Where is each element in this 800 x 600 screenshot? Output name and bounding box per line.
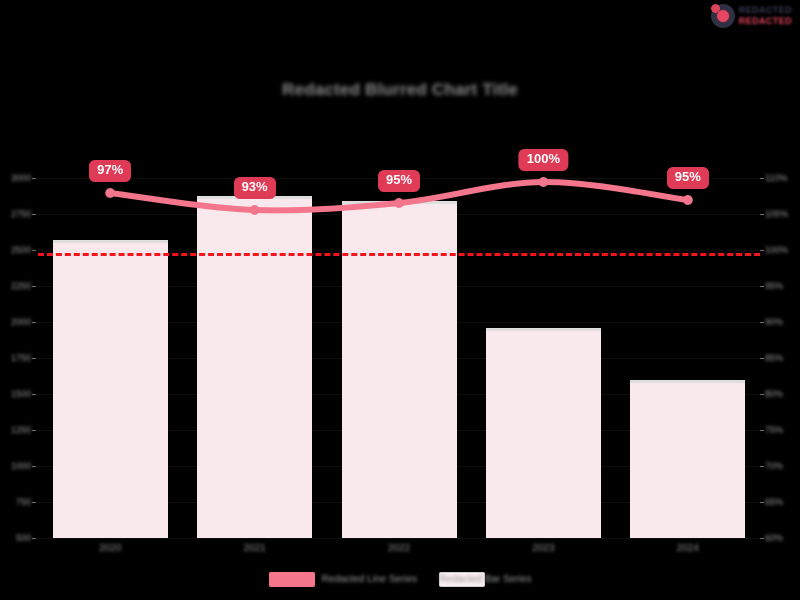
legend-item-0[interactable]: Redacted Line Series <box>268 572 418 587</box>
brand-logo-line1: REDACTED <box>738 5 792 15</box>
data-label-2022: 95% <box>377 170 421 192</box>
data-label-2021: 93% <box>233 177 276 199</box>
data-label-2020: 97% <box>89 160 132 182</box>
axis-tick-label: 65% <box>765 497 784 507</box>
bar-2022[interactable] <box>341 201 457 538</box>
axis-tick-label: 750 <box>15 497 31 507</box>
axis-tick-label: 70% <box>765 461 784 471</box>
axis-tick-label: 1500 <box>10 389 31 399</box>
bar-2020[interactable] <box>52 240 168 538</box>
axis-tick-label: 110% <box>765 173 788 183</box>
bar-2023[interactable] <box>485 328 601 538</box>
flower-circle-logo-icon <box>710 4 735 28</box>
legend-swatch-bar <box>439 572 486 587</box>
axis-tick-label: 90% <box>765 317 784 327</box>
bar-2021[interactable] <box>197 196 313 538</box>
axis-tick-label: 75% <box>765 425 784 435</box>
axis-tick-mark <box>760 394 764 395</box>
right-percent-axis: 110% 105% 100% 95% 90% 85% 80% 75% 70% 65% 60% <box>760 173 796 543</box>
axis-tick-label: 95% <box>765 281 784 291</box>
axis-tick-label: 85% <box>765 353 784 363</box>
x-axis-label-2024: 2024 <box>676 543 699 554</box>
axis-tick-mark <box>32 430 36 431</box>
x-axis-label-2021: 2021 <box>243 543 266 554</box>
axis-tick-mark <box>760 430 764 431</box>
legend-item-1[interactable]: Redacted Bar Series <box>439 572 532 587</box>
left-value-axis: 3000 2750 2500 2250 2000 1750 1500 1250 1000 750 5… <box>0 173 36 543</box>
axis-tick-mark <box>32 178 36 179</box>
axis-tick-mark <box>760 538 764 539</box>
axis-tick-mark <box>32 502 36 503</box>
gridline <box>38 538 760 539</box>
axis-tick-label: 60% <box>765 533 784 543</box>
x-axis-label-2022: 2022 <box>387 543 411 554</box>
axis-tick-label: 80% <box>765 389 784 399</box>
legend-label: Redacted Bar Series <box>439 574 532 585</box>
axis-tick-mark <box>760 178 764 179</box>
axis-tick-label: 2250 <box>10 281 31 291</box>
axis-tick-label: 500 <box>15 533 31 543</box>
axis-tick-mark <box>760 250 764 251</box>
x-axis-label-2023: 2023 <box>532 543 555 554</box>
chart-legend: Redacted Line Series Redacted Bar Series <box>0 572 800 587</box>
plot-area <box>38 178 760 539</box>
axis-tick-label: 1000 <box>10 461 31 471</box>
brand-logo: REDACTED REDACTED <box>710 4 792 28</box>
axis-tick-mark <box>32 286 36 287</box>
axis-tick-label: 3000 <box>10 173 31 183</box>
axis-tick-label: 1750 <box>10 353 31 363</box>
axis-tick-mark <box>32 538 36 539</box>
axis-tick-mark <box>32 322 36 323</box>
axis-tick-label: 2500 <box>10 245 31 255</box>
brand-logo-line2: REDACTED <box>738 16 792 26</box>
axis-tick-label: 100% <box>765 245 789 255</box>
axis-tick-label: 2750 <box>10 209 31 219</box>
axis-tick-label: 105% <box>765 209 789 219</box>
x-axis-label-2020: 2020 <box>99 543 122 554</box>
axis-tick-mark <box>32 250 36 251</box>
target-reference-line <box>38 253 760 256</box>
data-label-2024: 95% <box>666 167 709 189</box>
axis-tick-mark <box>32 394 36 395</box>
bar-2024[interactable] <box>630 380 746 538</box>
data-label-2023: 100% <box>518 149 569 171</box>
axis-tick-mark <box>760 322 764 323</box>
axis-tick-mark <box>32 358 36 359</box>
axis-tick-mark <box>760 502 764 503</box>
legend-swatch-line <box>268 572 315 587</box>
chart-title: Redacted Blurred Chart Title <box>282 80 518 99</box>
axis-tick-mark <box>760 214 764 215</box>
axis-tick-mark <box>760 286 764 287</box>
axis-tick-mark <box>32 466 36 467</box>
axis-tick-label: 1250 <box>10 425 31 435</box>
axis-tick-mark <box>32 214 36 215</box>
legend-label: Redacted Line Series <box>321 574 418 585</box>
axis-tick-mark <box>760 358 764 359</box>
axis-tick-label: 2000 <box>10 317 31 327</box>
axis-tick-mark <box>760 466 764 467</box>
brand-logo-text: REDACTED REDACTED <box>739 6 792 26</box>
